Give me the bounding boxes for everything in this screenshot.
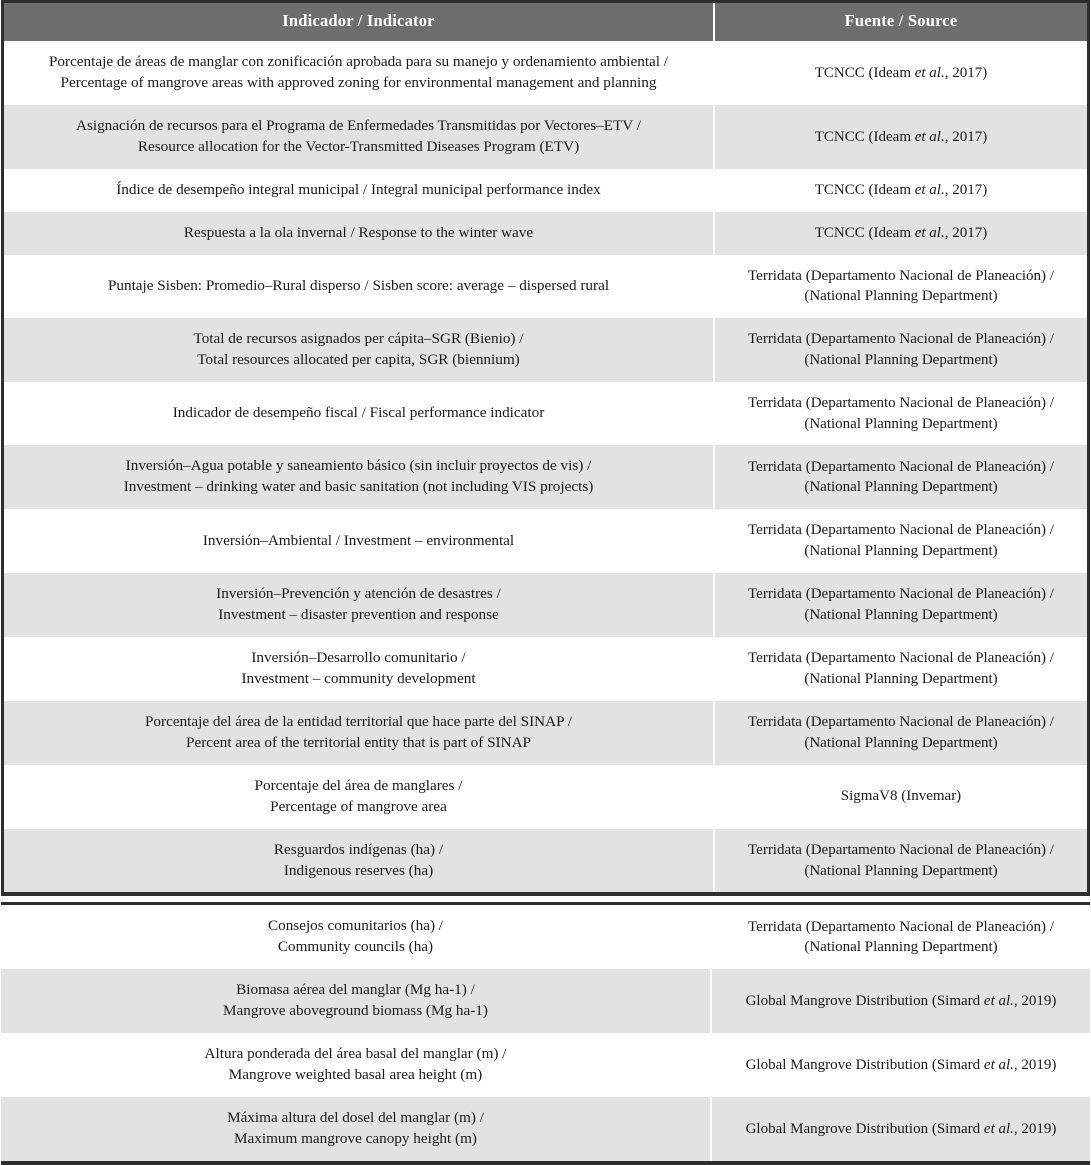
table-section-secondary: Consejos comunitarios (ha) / Community co… (1, 902, 1090, 1165)
table-row: Porcentaje de áreas de manglar con zonif… (4, 40, 1087, 105)
cell-indicator: Resguardos indígenas (ha) / Indigenous re… (4, 828, 715, 893)
cell-source: Terridata (Departamento Nacional de Plan… (714, 636, 1087, 701)
cell-source: Terridata (Departamento Nacional de Plan… (714, 254, 1087, 319)
cell-source: Terridata (Departamento Nacional de Plan… (714, 509, 1087, 573)
cell-indicator: Inversión–Desarrollo comunitario / Invest… (4, 636, 715, 701)
cell-source: Terridata (Departamento Nacional de Plan… (714, 700, 1087, 765)
table-row: Indicador de desempeño fiscal / Fiscal p… (4, 382, 1087, 446)
cell-indicator: Inversión–Agua potable y saneamiento bás… (4, 445, 715, 510)
secondary-table: Consejos comunitarios (ha) / Community co… (1, 905, 1090, 1162)
cell-source: Terridata (Departamento Nacional de Plan… (711, 905, 1090, 970)
table-row: Inversión–Agua potable y saneamiento bás… (4, 445, 1087, 510)
cell-source: SigmaV8 (Invemar) (714, 764, 1087, 829)
cell-source: TCNCC (Ideam et al., 2017) (714, 40, 1087, 105)
cell-indicator: Altura ponderada del área basal del mang… (1, 1033, 712, 1098)
cell-indicator: Inversión–Ambiental / Investment – envir… (4, 509, 715, 573)
table-row: Total de recursos asignados per cápita–S… (4, 318, 1087, 383)
cell-indicator: Consejos comunitarios (ha) / Community co… (1, 905, 712, 970)
cell-indicator: Asignación de recursos para el Programa … (4, 104, 715, 169)
table-section-primary: Indicador / Indicator Fuente / Source Po… (1, 0, 1090, 897)
table-row: Máxima altura del dosel del manglar (m) … (1, 1097, 1090, 1162)
table-row: Resguardos indígenas (ha) / Indigenous re… (4, 828, 1087, 893)
cell-source: Terridata (Departamento Nacional de Plan… (714, 572, 1087, 637)
cell-indicator: Porcentaje del área de la entidad territ… (4, 700, 715, 765)
table-row: Porcentaje del área de la entidad territ… (4, 700, 1087, 765)
table-row: Puntaje Sisben: Promedio–Rural disperso … (4, 254, 1087, 319)
cell-source: Global Mangrove Distribution (Simard et … (711, 1097, 1090, 1162)
table-row: Respuesta a la ola invernal / Response t… (4, 211, 1087, 255)
cell-indicator: Porcentaje del área de manglares / Percen… (4, 764, 715, 829)
table-row: Consejos comunitarios (ha) / Community co… (1, 905, 1090, 970)
cell-indicator: Puntaje Sisben: Promedio–Rural disperso … (4, 254, 715, 319)
cell-indicator: Indicador de desempeño fiscal / Fiscal p… (4, 382, 715, 446)
table-row: Índice de desempeño integral municipal /… (4, 168, 1087, 212)
table-row: Inversión–Prevención y atención de desas… (4, 572, 1087, 637)
cell-indicator: Máxima altura del dosel del manglar (m) … (1, 1097, 712, 1162)
cell-indicator: Total de recursos asignados per cápita–S… (4, 318, 715, 383)
cell-indicator: Inversión–Prevención y atención de desas… (4, 572, 715, 637)
table-row: Porcentaje del área de manglares / Percen… (4, 764, 1087, 829)
cell-source: Global Mangrove Distribution (Simard et … (711, 1033, 1090, 1098)
table-row: Altura ponderada del área basal del mang… (1, 1033, 1090, 1098)
cell-indicator: Biomasa aérea del manglar (Mg ha-1) / Man… (1, 969, 712, 1034)
cell-source: Terridata (Departamento Nacional de Plan… (714, 828, 1087, 893)
header-row: Indicador / Indicator Fuente / Source (4, 3, 1087, 41)
cell-indicator: Índice de desempeño integral municipal /… (4, 168, 715, 212)
table-row: Inversión–Ambiental / Investment – envir… (4, 509, 1087, 573)
primary-table-body: Porcentaje de áreas de manglar con zonif… (4, 40, 1087, 893)
cell-source: Terridata (Departamento Nacional de Plan… (714, 445, 1087, 510)
table-header: Indicador / Indicator Fuente / Source (4, 3, 1087, 41)
cell-source: TCNCC (Ideam et al., 2017) (714, 104, 1087, 169)
cell-source: Global Mangrove Distribution (Simard et … (711, 969, 1090, 1034)
cell-source: Terridata (Departamento Nacional de Plan… (714, 318, 1087, 383)
cell-indicator: Respuesta a la ola invernal / Response t… (4, 211, 715, 255)
secondary-table-body: Consejos comunitarios (ha) / Community co… (1, 905, 1090, 1162)
cell-source: Terridata (Departamento Nacional de Plan… (714, 382, 1087, 446)
cell-indicator: Porcentaje de áreas de manglar con zonif… (4, 40, 715, 105)
table-row: Asignación de recursos para el Programa … (4, 104, 1087, 169)
primary-table: Indicador / Indicator Fuente / Source Po… (4, 3, 1087, 893)
column-header-indicator: Indicador / Indicator (4, 3, 715, 41)
cell-source: TCNCC (Ideam et al., 2017) (714, 211, 1087, 255)
cell-source: TCNCC (Ideam et al., 2017) (714, 168, 1087, 212)
table-row: Biomasa aérea del manglar (Mg ha-1) / Man… (1, 969, 1090, 1034)
column-header-source: Fuente / Source (714, 3, 1087, 41)
table-row: Inversión–Desarrollo comunitario / Invest… (4, 636, 1087, 701)
